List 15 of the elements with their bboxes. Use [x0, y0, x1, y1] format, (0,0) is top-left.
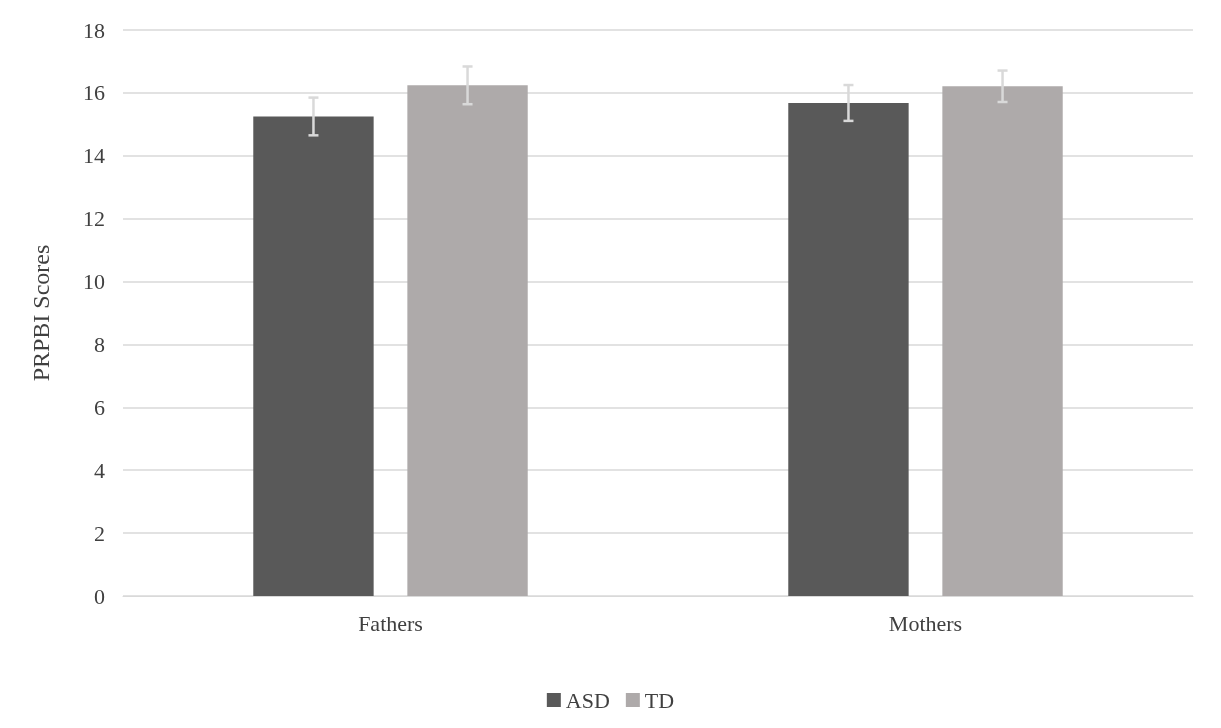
- y-tick-label: 2: [94, 520, 105, 546]
- y-axis-title: PRPBI Scores: [28, 244, 54, 382]
- y-tick-label: 8: [94, 331, 105, 357]
- x-tick-label: Mothers: [888, 610, 963, 636]
- y-tick-label: 0: [94, 583, 105, 609]
- legend-label: TD: [644, 687, 675, 713]
- y-tick-label: 10: [83, 269, 105, 295]
- y-tick-label: 6: [94, 394, 105, 420]
- legend-label: ASD: [565, 687, 610, 713]
- y-tick-label: 18: [83, 17, 105, 43]
- y-tick-label: 4: [94, 457, 105, 483]
- x-tick-label: Fathers: [358, 610, 423, 636]
- y-tick-label: 14: [83, 143, 105, 169]
- y-tick-label: 12: [83, 206, 105, 232]
- y-tick-label: 16: [83, 80, 105, 106]
